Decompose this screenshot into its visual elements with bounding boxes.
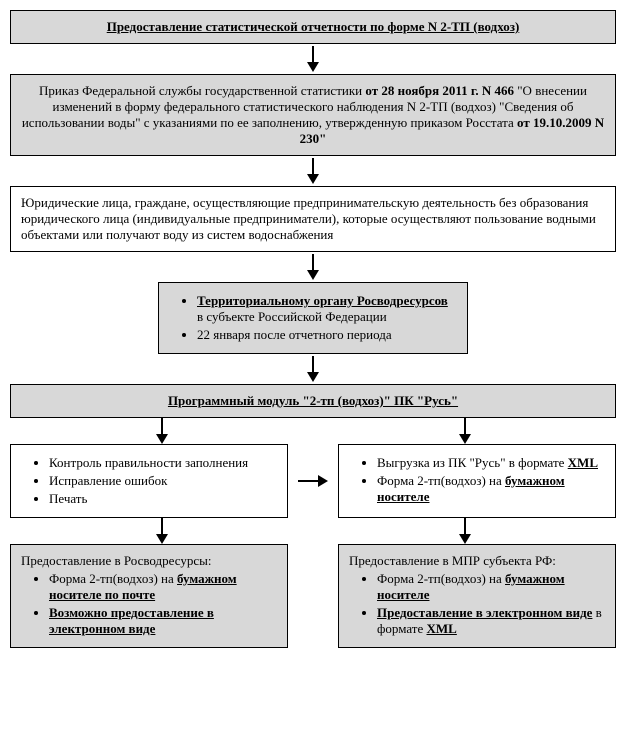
bottom-right-box: Предоставление в МПР субъекта РФ: Форма …	[338, 544, 616, 648]
bottom-right-1-pre: Форма 2-тп(водхоз) на	[377, 571, 505, 586]
decree-date: от 28 ноября 2011 г. N 466	[365, 83, 514, 98]
gap-mid	[298, 544, 328, 648]
module-box: Программный модуль "2-тп (водхоз)" ПК "Р…	[10, 384, 616, 418]
recipient-item-2: 22 января после отчетного периода	[197, 327, 457, 343]
decree-box: Приказ Федеральной службы государственно…	[10, 74, 616, 156]
bottom-row: Предоставление в Росводресурсы: Форма 2-…	[10, 544, 616, 648]
bottom-right-2: Предоставление в электронном виде в форм…	[377, 605, 605, 637]
title-text: Предоставление статистической отчетности…	[107, 19, 520, 34]
bottom-right-head: Предоставление в МПР субъекта РФ:	[349, 553, 605, 569]
recipient-deadline: 22 января после отчетного периода	[197, 327, 392, 342]
arrow-4	[10, 356, 616, 382]
arrow-2	[10, 158, 616, 184]
recipient-box: Территориальному органу Росводресурсов в…	[158, 282, 468, 354]
bottom-right-1: Форма 2-тп(водхоз) на бумажном носителе	[377, 571, 605, 603]
subjects-box: Юридические лица, граждане, осуществляющ…	[10, 186, 616, 252]
recipient-org: Территориальному органу Росводресурсов	[197, 293, 448, 308]
arrow-split-2	[10, 518, 616, 544]
right-ops-2: Форма 2-тп(водхоз) на бумажном носителе	[377, 473, 605, 505]
right-ops-1-bu: XML	[568, 455, 598, 470]
right-ops-1: Выгрузка из ПК "Русь" в формате XML	[377, 455, 605, 471]
arrow-1	[10, 46, 616, 72]
left-ops-2: Исправление ошибок	[49, 473, 277, 489]
arrow-right-mid	[298, 444, 328, 518]
bottom-right-2-xml: XML	[427, 621, 457, 636]
ops-row: Контроль правильности заполнения Исправл…	[10, 444, 616, 518]
right-ops-box: Выгрузка из ПК "Русь" в формате XML Форм…	[338, 444, 616, 518]
decree-pre: Приказ Федеральной службы государственно…	[39, 83, 365, 98]
bottom-left-box: Предоставление в Росводресурсы: Форма 2-…	[10, 544, 288, 648]
left-ops-box: Контроль правильности заполнения Исправл…	[10, 444, 288, 518]
recipient-org-tail: в субъекте Российской Федерации	[197, 309, 387, 324]
arrow-split-1	[10, 418, 616, 444]
left-ops-3: Печать	[49, 491, 277, 507]
title-box: Предоставление статистической отчетности…	[10, 10, 616, 44]
bottom-left-head: Предоставление в Росводресурсы:	[21, 553, 277, 569]
module-text: Программный модуль "2-тп (водхоз)" ПК "Р…	[168, 393, 458, 408]
right-ops-2-pre: Форма 2-тп(водхоз) на	[377, 473, 505, 488]
bottom-left-1-pre: Форма 2-тп(водхоз) на	[49, 571, 177, 586]
bottom-left-2-bu: Возможно предоставление в электронном ви…	[49, 605, 214, 636]
bottom-left-1: Форма 2-тп(водхоз) на бумажном носителе …	[49, 571, 277, 603]
subjects-text: Юридические лица, граждане, осуществляющ…	[21, 195, 596, 242]
left-ops-1: Контроль правильности заполнения	[49, 455, 277, 471]
arrow-3	[10, 254, 616, 280]
right-ops-1-pre: Выгрузка из ПК "Русь" в формате	[377, 455, 568, 470]
recipient-item-1: Территориальному органу Росводресурсов в…	[197, 293, 457, 325]
bottom-right-2-bu: Предоставление в электронном виде	[377, 605, 592, 620]
bottom-left-2: Возможно предоставление в электронном ви…	[49, 605, 277, 637]
